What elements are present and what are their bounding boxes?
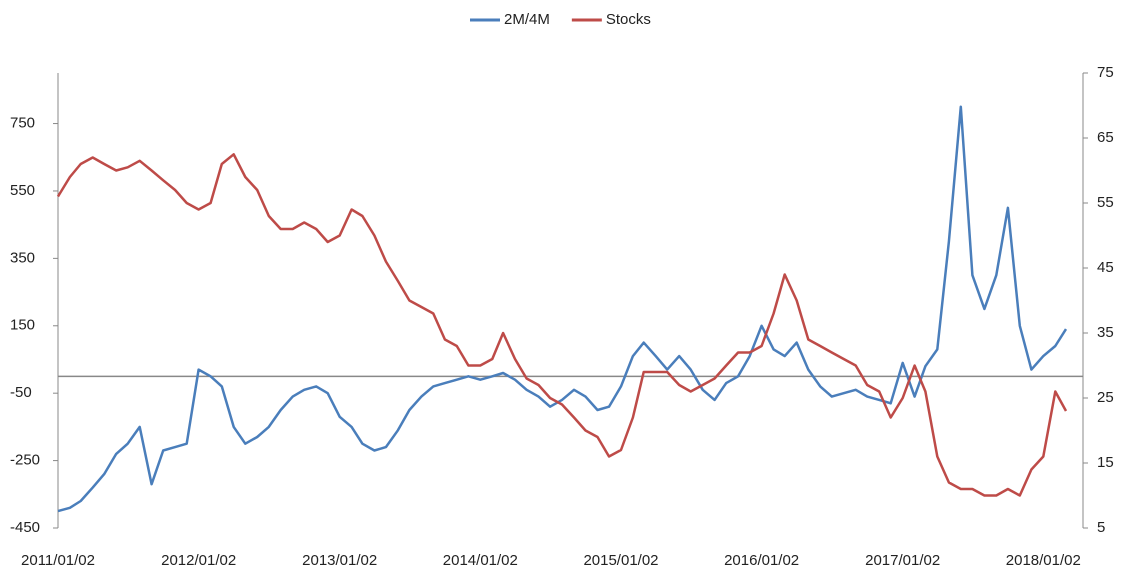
y2-tick-label: 45 xyxy=(1097,259,1114,276)
y2-tick-label: 75 xyxy=(1097,64,1114,81)
legend-label: 2M/4M xyxy=(504,11,550,28)
y-tick-label: -250 xyxy=(10,452,40,469)
x-tick-label: 2014/01/02 xyxy=(443,552,518,569)
y-tick-label: 150 xyxy=(10,317,35,334)
y2-tick-label: 65 xyxy=(1097,129,1114,146)
x-tick-label: 2015/01/02 xyxy=(583,552,658,569)
x-tick-label: 2012/01/02 xyxy=(161,552,236,569)
y2-tick-label: 15 xyxy=(1097,454,1114,471)
y-tick-label: -50 xyxy=(10,384,32,401)
legend-label: Stocks xyxy=(606,11,651,28)
x-tick-label: 2018/01/02 xyxy=(1006,552,1081,569)
y-tick-label: -450 xyxy=(10,519,40,536)
x-tick-label: 2017/01/02 xyxy=(865,552,940,569)
x-tick-label: 2011/01/02 xyxy=(21,552,95,569)
y-tick-label: 550 xyxy=(10,182,35,199)
x-tick-label: 2016/01/02 xyxy=(724,552,799,569)
y-tick-label: 750 xyxy=(10,115,35,132)
x-tick-label: 2013/01/02 xyxy=(302,552,377,569)
y2-tick-label: 55 xyxy=(1097,194,1114,211)
series-line xyxy=(56,153,1068,497)
y2-tick-label: 35 xyxy=(1097,324,1114,341)
series-line xyxy=(57,105,1068,513)
y2-tick-label: 25 xyxy=(1097,389,1114,406)
y-tick-label: 350 xyxy=(10,249,35,266)
y2-tick-label: 5 xyxy=(1097,519,1105,536)
